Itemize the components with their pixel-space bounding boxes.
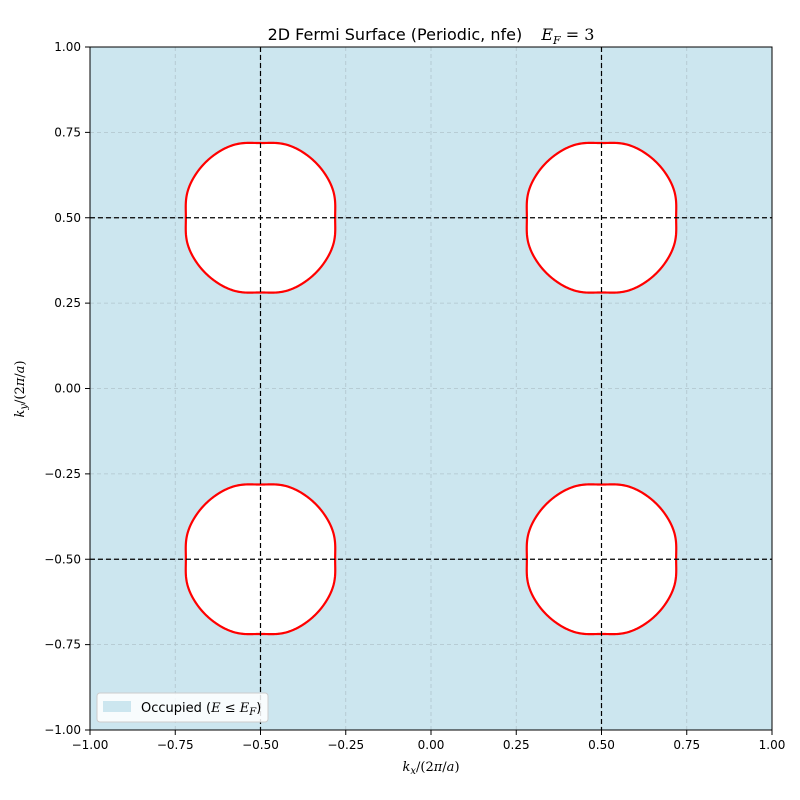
chart-title-main: 2D Fermi Surface (Periodic, nfe) xyxy=(268,25,523,44)
y-ticks: −1.00 −0.75 −0.50 −0.25 0.00 0.25 0.50 0.75 1.00 xyxy=(44,40,90,737)
legend-swatch-occupied xyxy=(103,701,131,712)
y-tick-label-2: −0.50 xyxy=(44,552,81,566)
x-tick-label-7: 0.75 xyxy=(673,738,700,752)
y-axis-title: ky/(2π/a) xyxy=(13,360,30,417)
brillouin-zone-lines xyxy=(90,47,772,730)
x-tick-label-4: 0.00 xyxy=(418,738,445,752)
occupied-region xyxy=(90,47,772,730)
x-tick-label-1: −0.75 xyxy=(157,738,194,752)
plot-area xyxy=(90,47,772,730)
y-tick-label-3: −0.25 xyxy=(44,467,81,481)
x-tick-label-2: −0.50 xyxy=(242,738,279,752)
y-tick-label-7: 0.75 xyxy=(54,125,81,139)
y-tick-label-6: 0.50 xyxy=(54,211,81,225)
y-tick-label-5: 0.25 xyxy=(54,296,81,310)
y-tick-label-1: −0.75 xyxy=(44,638,81,652)
y-tick-label-0: −1.00 xyxy=(44,723,81,737)
x-tick-label-6: 0.50 xyxy=(588,738,615,752)
x-tick-label-5: 0.25 xyxy=(503,738,530,752)
chart-title: 2D Fermi Surface (Periodic, nfe) EF = 3 xyxy=(268,25,595,47)
x-tick-label-8: 1.00 xyxy=(759,738,786,752)
x-tick-label-0: −1.00 xyxy=(72,738,109,752)
x-axis-title: kx/(2π/a) xyxy=(402,760,459,777)
y-tick-label-4: 0.00 xyxy=(54,382,81,396)
legend-box xyxy=(96,692,269,723)
legend-label-occupied: Occupied (E ≤ EF) xyxy=(141,701,261,718)
x-tick-label-3: −0.25 xyxy=(327,738,364,752)
legend: Occupied (E ≤ EF) xyxy=(96,692,269,723)
x-ticks: −1.00 −0.75 −0.50 −0.25 0.00 0.25 0.50 0.75 1.00 xyxy=(72,730,786,752)
y-tick-label-8: 1.00 xyxy=(54,40,81,54)
